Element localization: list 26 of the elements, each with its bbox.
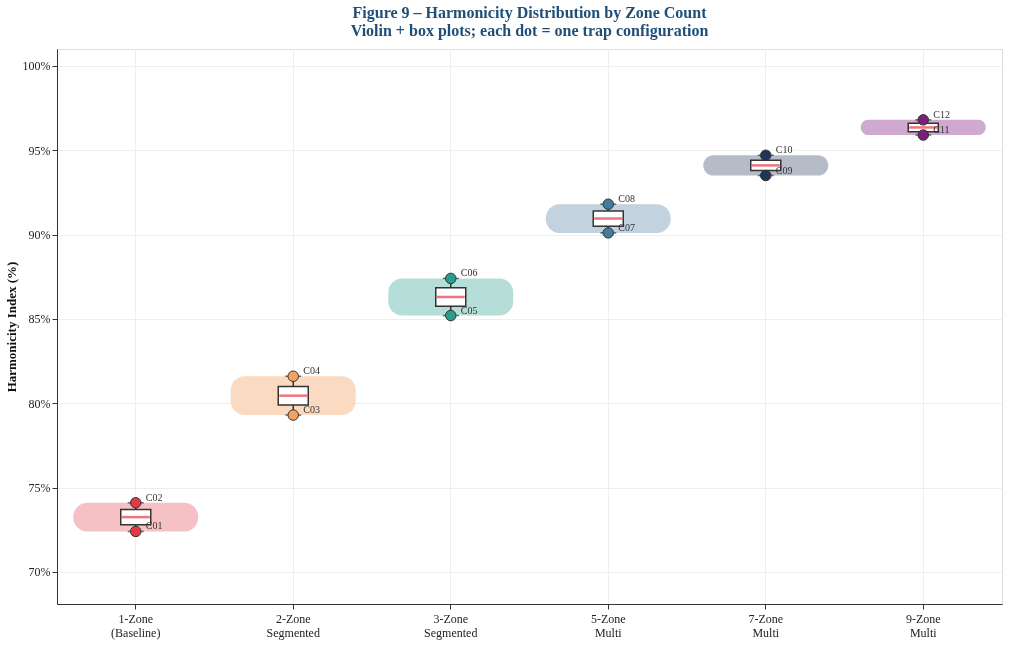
y-tick-label: 85% xyxy=(28,312,51,327)
x-tick-label: 5-Zone Multi xyxy=(590,611,626,640)
x-tick-label: 1-Zone (Baseline) xyxy=(111,611,161,640)
annotation: C10 xyxy=(775,144,793,156)
annotation: C01 xyxy=(145,520,163,532)
y-tick-label: 80% xyxy=(28,396,51,411)
annotation: C05 xyxy=(460,304,478,316)
x-tick-label: 3-Zone Segmented xyxy=(424,611,478,640)
annotation: C02 xyxy=(145,491,163,503)
annotation: C08 xyxy=(618,193,635,205)
annotation: C04 xyxy=(303,365,320,377)
x-tick-label: 9-Zone Multi xyxy=(905,611,941,640)
x-tick-label: 7-Zone Multi xyxy=(748,611,784,640)
y-tick-label: 90% xyxy=(28,228,51,243)
x-tick-label: 2-Zone Segmented xyxy=(266,611,320,640)
y-tick-label: 75% xyxy=(28,481,51,496)
annotation: C06 xyxy=(460,267,478,279)
annotation: C09 xyxy=(775,164,793,176)
y-tick-label: 95% xyxy=(28,143,51,158)
y-tick-label: 100% xyxy=(22,59,51,74)
chart-title: Figure 9 – Harmonicity Distribution by Zone Count xyxy=(352,4,708,22)
y-tick-label: 70% xyxy=(28,565,51,580)
chart-subtitle: Violin + box plots; each dot = one trap configuration xyxy=(350,22,709,40)
y-axis-title: Harmonicity Index (%) xyxy=(3,261,19,393)
annotation: C03 xyxy=(303,404,320,416)
annotation: C12 xyxy=(933,108,950,120)
